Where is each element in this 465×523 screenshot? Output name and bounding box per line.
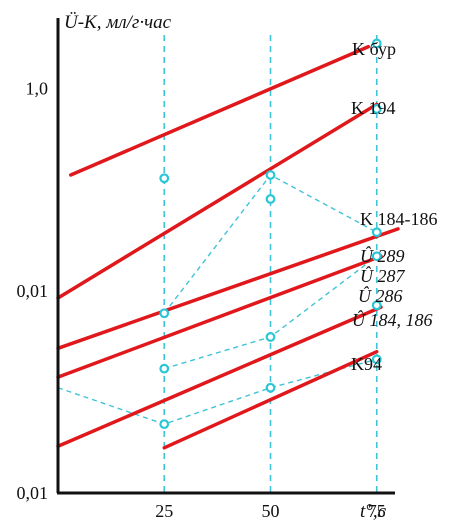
data-point-184-186	[159, 419, 170, 430]
data-point-k94	[371, 354, 382, 365]
data-point-286	[265, 382, 276, 393]
data-point-k-194	[371, 104, 382, 114]
connector-layer	[57, 174, 378, 425]
series-line-k-194	[56, 102, 379, 300]
data-point-289	[265, 194, 276, 204]
series-label-k94: K94	[351, 354, 382, 374]
series-label-k-194: K 194	[351, 98, 396, 118]
series-label-184-186: Û 184, 186	[352, 309, 433, 330]
data-point-289	[159, 308, 170, 319]
series-line-289	[56, 254, 383, 379]
y-tick-label: 0,01	[17, 483, 49, 503]
data-point-287	[265, 332, 276, 342]
data-point-286	[159, 363, 170, 374]
data-point-286	[371, 300, 382, 311]
x-tick-label: 25	[155, 501, 173, 521]
x-tick-label: 75	[368, 501, 386, 521]
data-point-k-бур	[371, 38, 382, 49]
series-line-k-бур	[69, 44, 370, 177]
series-lines	[56, 44, 400, 450]
data-point-k-194	[265, 170, 276, 180]
y-tick-label: 0,01	[17, 281, 49, 301]
data-point-k-бур	[159, 173, 170, 184]
series-line-286	[56, 305, 383, 449]
tick-labels: 25 50 75 1,0 0,01 0,01	[17, 79, 386, 521]
x-axis-title: t°,c	[360, 501, 387, 522]
series-label-k-184-186: K 184-186	[360, 209, 438, 229]
data-point-289	[371, 251, 382, 262]
data-point-k-184-186	[371, 227, 382, 238]
y-axis-title: Ü-K, мл/г·час	[64, 12, 172, 33]
series-line-k-184-186	[56, 227, 400, 351]
dashed-connector-3	[57, 358, 377, 425]
series-line-k94	[162, 349, 379, 450]
x-tick-label: 50	[262, 501, 280, 521]
series-label-286: Û 286	[358, 285, 403, 306]
series-label-289: Û 289	[360, 245, 405, 266]
series-label-k-бур: K бур	[352, 39, 396, 59]
series-points	[159, 38, 382, 430]
series-label-287: Û 287	[360, 265, 405, 286]
y-tick-label: 1,0	[26, 79, 49, 99]
grid-layer	[163, 35, 378, 493]
